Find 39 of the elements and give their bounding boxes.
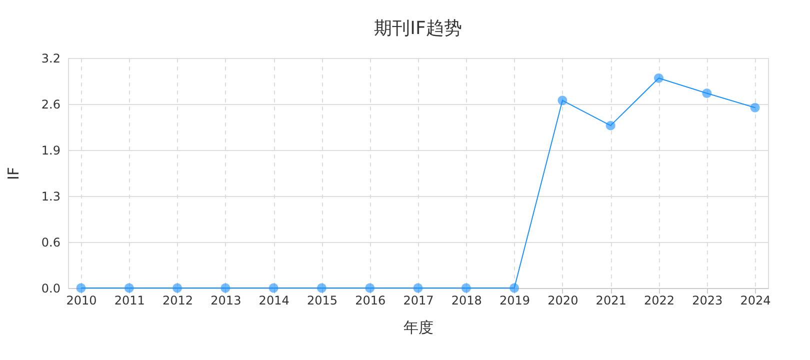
x-tick-label: 2013 (210, 294, 242, 308)
point (76, 283, 86, 293)
y-tick-label: 3.2 (41, 52, 60, 66)
x-tick-label: 2015 (306, 294, 338, 308)
point (702, 88, 712, 98)
x-tick-label: 2020 (548, 294, 578, 308)
x-tick-label: 2010 (66, 294, 97, 308)
x-tick-label: 2023 (692, 294, 723, 308)
point (316, 283, 326, 293)
point (750, 102, 760, 112)
chart-title: 期刊IF趋势 (374, 18, 462, 39)
x-tick-label: 2024 (740, 294, 771, 308)
point (365, 283, 375, 293)
point (510, 283, 520, 293)
point (172, 283, 182, 293)
y-tick-label: 2.6 (41, 98, 60, 112)
point (606, 120, 616, 130)
x-tick-label: 2018 (451, 294, 482, 308)
point (654, 73, 664, 83)
y-tick-label: 0.0 (41, 282, 60, 296)
y-tick-label: 1.3 (41, 190, 60, 204)
point (124, 283, 134, 293)
point (220, 283, 230, 293)
x-tick-label: 2019 (500, 294, 530, 308)
point (461, 283, 471, 293)
y-tick-label: 1.9 (41, 144, 60, 158)
point (268, 283, 278, 293)
point (413, 283, 423, 293)
x-axis-title: 年度 (404, 318, 434, 336)
x-tick-label: 2016 (355, 294, 386, 308)
x-tick-label: 2011 (114, 294, 145, 308)
x-tick-label: 2017 (403, 294, 434, 308)
x-tick-label: 2021 (596, 294, 626, 308)
x-tick-label: 2014 (258, 294, 290, 308)
x-tick-label: 2022 (644, 294, 674, 308)
y-tick-label: 0.6 (41, 236, 60, 250)
y-axis-title: IF (4, 166, 22, 180)
x-tick-label: 2012 (162, 294, 194, 308)
point (558, 96, 568, 106)
